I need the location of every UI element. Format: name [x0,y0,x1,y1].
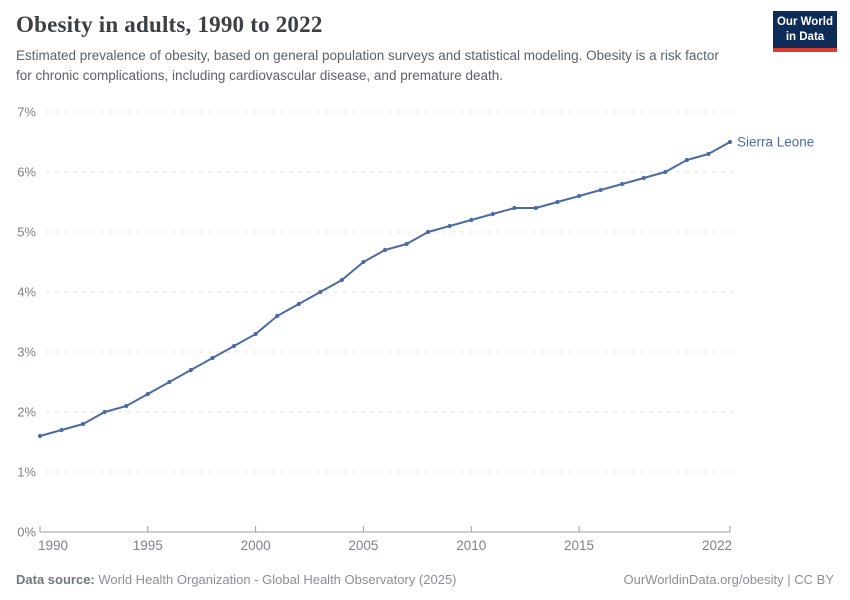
chart-title: Obesity in adults, 1990 to 2022 [16,12,323,37]
data-point [361,259,366,265]
data-point [188,367,193,373]
data-point [555,199,560,205]
data-point [145,391,150,397]
data-point [469,217,474,223]
y-tick-label: 7% [17,105,36,120]
x-tick-label: 1990 [38,538,68,553]
y-tick-label: 2% [17,405,36,420]
data-point [404,241,409,247]
owid-logo[interactable]: Our World in Data [773,11,837,52]
data-point [426,229,431,235]
data-point [490,211,495,217]
data-point [727,139,733,145]
data-point [641,175,646,181]
chart-subtitle: Estimated prevalence of obesity, based o… [16,48,719,83]
owid-logo-line1: Our World [776,16,833,29]
data-point [275,313,280,319]
data-point [577,193,582,199]
data-point [232,343,237,349]
owid-logo-line2: in Data [785,30,825,43]
data-point [81,421,86,427]
data-source-label: Data source: [16,572,95,587]
y-tick-label: 0% [17,525,36,540]
data-point [59,427,64,433]
x-tick-label: 1995 [133,538,163,553]
x-tick-label: 2010 [456,538,486,553]
data-point [37,433,43,439]
data-point [512,205,517,211]
chart-header: Obesity in adults, 1990 to 2022 Estimate… [16,12,756,85]
data-point [684,157,690,163]
data-point [339,277,344,283]
data-point [124,403,129,409]
data-point [620,181,625,187]
data-point [167,379,172,385]
data-point [663,169,668,175]
series-label: Sierra Leone [737,135,814,150]
data-point [447,223,452,229]
data-point [706,151,711,157]
y-tick-label: 1% [17,465,36,480]
data-point [253,331,258,337]
y-tick-label: 6% [17,165,36,180]
data-point [318,289,323,295]
license-link[interactable]: OurWorldinData.org/obesity | CC BY [623,572,835,587]
data-point [598,187,603,193]
data-source: Data source: World Health Organization -… [16,572,457,587]
y-tick-label: 5% [17,225,36,240]
y-tick-label: 4% [17,285,36,300]
data-point [382,247,388,253]
x-tick-label: 2022 [702,538,732,553]
x-tick-label: 2005 [348,538,378,553]
x-tick-label: 2000 [241,538,271,553]
chart-footer: Data source: World Health Organization -… [16,572,834,587]
data-line [39,141,731,437]
x-tick-label: 2015 [564,538,594,553]
data-point [296,301,301,307]
data-point [102,409,107,415]
data-point [210,355,215,361]
y-tick-label: 3% [17,345,36,360]
data-source-text: World Health Organization - Global Healt… [94,572,457,587]
data-point [533,205,539,211]
